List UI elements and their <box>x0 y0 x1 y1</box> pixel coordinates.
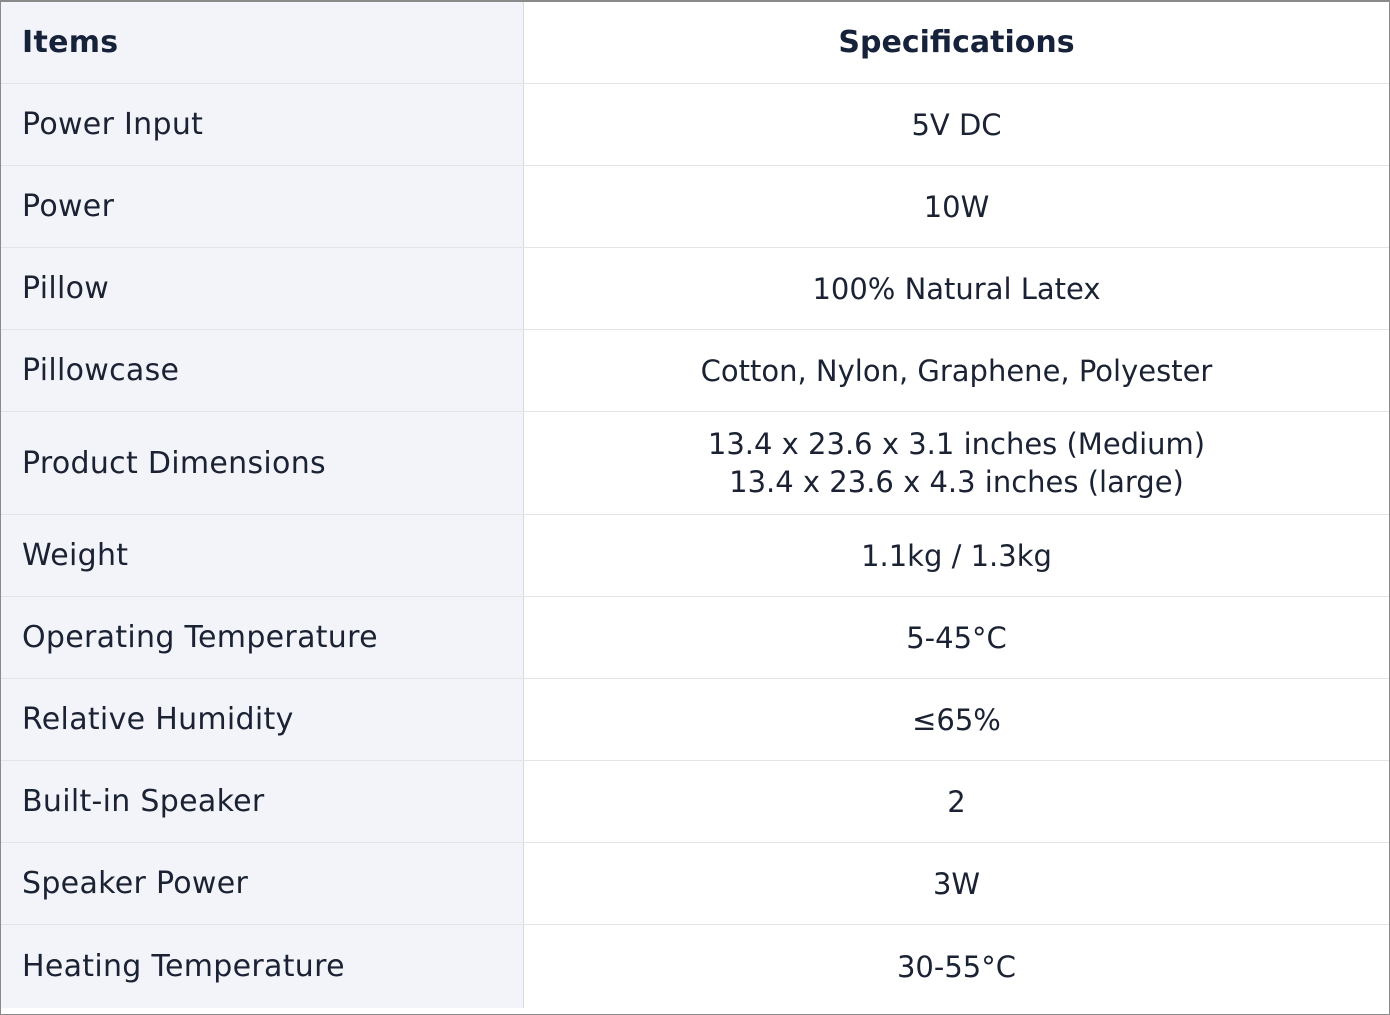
item-cell: Pillowcase <box>1 330 524 411</box>
spec-line: 5V DC <box>911 107 1002 142</box>
item-cell: Pillow <box>1 248 524 329</box>
spec-line: 13.4 x 23.6 x 3.1 inches (Medium) <box>707 427 1206 461</box>
spec-cell: 5V DC <box>524 84 1389 165</box>
spec-line: 2 <box>947 784 966 819</box>
spec-line: 5-45°C <box>906 620 1007 655</box>
spec-cell: 3W <box>524 843 1389 924</box>
item-cell: Relative Humidity <box>1 679 524 760</box>
table-row: Relative Humidity ≤65% <box>1 679 1389 761</box>
table-row: Pillow 100% Natural Latex <box>1 248 1389 330</box>
table-row: Operating Temperature 5-45°C <box>1 597 1389 679</box>
spec-line: 1.1kg / 1.3kg <box>861 538 1052 573</box>
table-header-row: Items Specifications <box>1 2 1389 84</box>
spec-line: 3W <box>932 866 981 901</box>
item-cell: Power <box>1 166 524 247</box>
spec-cell: 1.1kg / 1.3kg <box>524 515 1389 596</box>
spec-cell: ≤65% <box>524 679 1389 760</box>
item-cell: Operating Temperature <box>1 597 524 678</box>
table-row: Pillowcase Cotton, Nylon, Graphene, Polye… <box>1 330 1389 412</box>
header-specifications: Specifications <box>838 24 1075 60</box>
spec-cell: 2 <box>524 761 1389 842</box>
spec-line: ≤65% <box>912 702 1001 737</box>
table-row: Speaker Power 3W <box>1 843 1389 925</box>
spec-cell: Cotton, Nylon, Graphene, Polyester <box>524 330 1389 411</box>
table-row: Product Dimensions 13.4 x 23.6 x 3.1 inch… <box>1 412 1389 515</box>
spec-cell: 13.4 x 23.6 x 3.1 inches (Medium) 13.4 x … <box>524 412 1389 514</box>
item-cell: Product Dimensions <box>1 412 524 514</box>
spec-line: 30-55°C <box>896 949 1017 984</box>
spec-cell: 5-45°C <box>524 597 1389 678</box>
spec-cell: 30-55°C <box>524 925 1389 1008</box>
spec-line: 100% Natural Latex <box>812 271 1101 306</box>
table-row: Power Input 5V DC <box>1 84 1389 166</box>
item-cell: Built-in Speaker <box>1 761 524 842</box>
header-items: Items <box>1 2 524 83</box>
item-cell: Heating Temperature <box>1 925 524 1008</box>
item-cell: Power Input <box>1 84 524 165</box>
spec-line: Cotton, Nylon, Graphene, Polyester <box>700 353 1213 388</box>
table-row: Heating Temperature 30-55°C <box>1 925 1389 1008</box>
spec-line: 13.4 x 23.6 x 4.3 inches (large) <box>729 465 1184 499</box>
item-cell: Speaker Power <box>1 843 524 924</box>
table-row: Weight 1.1kg / 1.3kg <box>1 515 1389 597</box>
spec-cell: 10W <box>524 166 1389 247</box>
table-row: Built-in Speaker 2 <box>1 761 1389 843</box>
spec-cell: 100% Natural Latex <box>524 248 1389 329</box>
table-row: Power 10W <box>1 166 1389 248</box>
item-cell: Weight <box>1 515 524 596</box>
spec-line: 10W <box>923 189 990 224</box>
